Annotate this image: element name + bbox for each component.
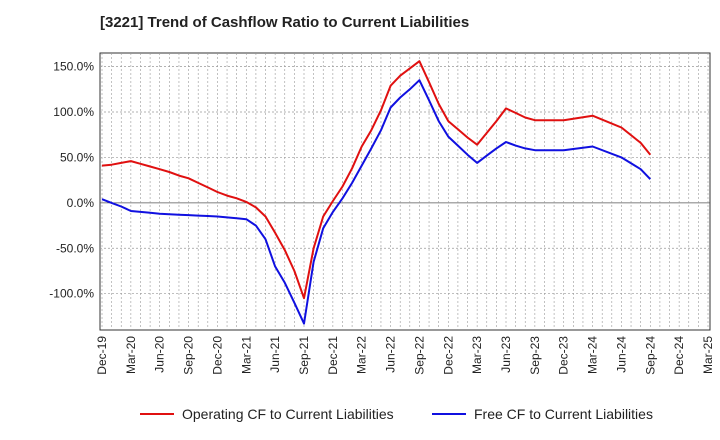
x-tick-label: Sep-22 (412, 336, 426, 375)
x-tick-label: Sep-21 (297, 336, 311, 375)
legend-label: Free CF to Current Liabilities (474, 406, 653, 422)
x-tick-label: Dec-22 (441, 336, 455, 375)
y-tick-label: 50.0% (60, 150, 94, 164)
x-tick-label: Dec-19 (95, 336, 109, 375)
plot-area (99, 52, 711, 331)
x-tick-label: Dec-21 (326, 336, 340, 375)
x-tick-label: Dec-20 (210, 336, 224, 375)
y-tick-label: 100.0% (53, 105, 94, 119)
y-tick-label: 150.0% (53, 60, 94, 74)
x-tick-label: Mar-24 (586, 336, 600, 374)
x-tick-label: Mar-21 (239, 336, 253, 374)
series-line (101, 79, 652, 325)
x-tick-label: Mar-22 (355, 336, 369, 374)
legend: Operating CF to Current Liabilities Free … (140, 406, 653, 422)
x-tick-label: Jun-22 (384, 336, 398, 373)
y-axis-ticks: 150.0% 100.0% 50.0% 0.0% -50.0% -100.0% (49, 60, 94, 301)
y-tick-label: -50.0% (56, 241, 94, 255)
chart-title: [3221] Trend of Cashflow Ratio to Curren… (100, 14, 470, 31)
x-tick-label: Jun-21 (268, 336, 282, 373)
y-tick-label: 0.0% (67, 196, 95, 210)
x-tick-label: Jun-23 (499, 336, 513, 373)
x-tick-label: Sep-23 (528, 336, 542, 375)
x-tick-label: Mar-20 (124, 336, 138, 374)
x-tick-label: Mar-25 (701, 336, 715, 374)
series-line (101, 60, 652, 300)
x-tick-label: Sep-24 (643, 336, 657, 375)
legend-label: Operating CF to Current Liabilities (182, 406, 394, 422)
series-lines (101, 60, 652, 325)
x-tick-label: Dec-24 (672, 336, 686, 375)
grid-lines (100, 53, 710, 330)
x-tick-label: Sep-20 (182, 336, 196, 375)
x-tick-label: Jun-24 (614, 336, 628, 373)
y-tick-label: -100.0% (49, 287, 94, 301)
x-tick-label: Jun-20 (153, 336, 167, 373)
x-axis-ticks: Dec-19 Mar-20 Jun-20 Sep-20 Dec-20 Mar-21 Jun-… (95, 336, 715, 375)
x-tick-label: Mar-23 (470, 336, 484, 374)
x-tick-label: Dec-23 (557, 336, 571, 375)
